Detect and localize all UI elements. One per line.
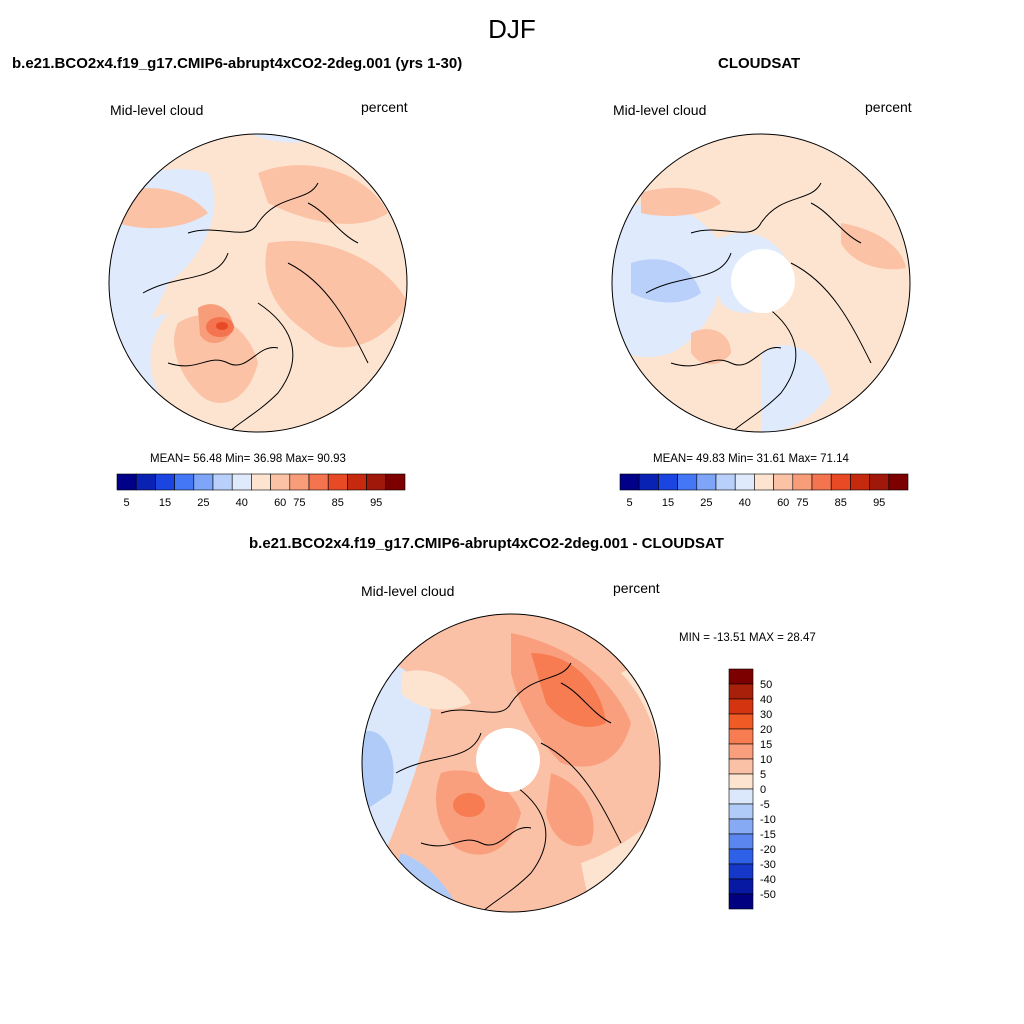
left-colorbar-box [289, 473, 310, 491]
right-colorbar-box [638, 473, 659, 491]
diff-colorbar-box [728, 713, 754, 730]
diff-colorbar-label: 40 [760, 694, 772, 706]
left-panel-title: b.e21.BCO2x4.f19_g17.CMIP6-abrupt4xCO2-2… [12, 55, 463, 72]
diff-colorbar-box [728, 833, 754, 850]
left-colorbar-label: 5 [124, 497, 130, 509]
right-colorbar-label: 15 [662, 497, 674, 509]
diff-colorbar-label: -10 [760, 814, 776, 826]
left-colorbar-box [193, 473, 214, 491]
right-colorbar-label: 5 [627, 497, 633, 509]
diff-colorbar-label: -5 [760, 799, 770, 811]
left-colorbar-box [251, 473, 271, 491]
diff-colorbar-box [728, 818, 754, 835]
right-colorbar-box [811, 473, 832, 491]
right-colorbar-box [619, 473, 640, 491]
right-panel-variable-label: Mid-level cloud [613, 102, 707, 118]
diff-colorbar-label: -40 [760, 874, 776, 886]
diff-colorbar-box [728, 803, 754, 820]
right-panel-units-label: percent [865, 99, 912, 115]
right-colorbar-label: 60 [777, 497, 789, 509]
diff-colorbar-box [728, 863, 754, 880]
diff-colorbar-label: 20 [760, 724, 772, 736]
diff-panel-units-label: percent [613, 580, 660, 596]
right-colorbar-box [773, 473, 794, 491]
right-colorbar-box [754, 473, 774, 491]
right-colorbar-box [715, 473, 736, 491]
diff-colorbar-box [728, 893, 754, 910]
left-colorbar-label: 60 [274, 497, 286, 509]
diff-colorbar-box [728, 728, 754, 745]
diff-colorbar-box [728, 683, 754, 700]
diff-colorbar-label: 5 [760, 769, 766, 781]
diff-colorbar-box [728, 788, 754, 805]
right-colorbar-label: 95 [873, 497, 885, 509]
diff-colorbar-label: -20 [760, 844, 776, 856]
diff-colorbar-label: 15 [760, 739, 772, 751]
diff-colorbar-box [728, 878, 754, 895]
right-colorbar-label: 25 [700, 497, 712, 509]
right-colorbar-box [869, 473, 890, 491]
left-panel-units-label: percent [361, 99, 408, 115]
left-colorbar-label: 95 [370, 497, 382, 509]
right-colorbar-box [830, 473, 851, 491]
left-colorbar: 5 15 25 40 60 75 85 95 [116, 473, 406, 509]
right-colorbar-box [734, 473, 755, 491]
left-polar-map [108, 133, 408, 433]
season-title: DJF [488, 14, 536, 44]
left-panel-variable-label: Mid-level cloud [110, 102, 204, 118]
left-colorbar-box [327, 473, 348, 491]
left-panel-stats: MEAN= 56.48 Min= 36.98 Max= 90.93 [150, 453, 346, 465]
diff-colorbar-label: -15 [760, 829, 776, 841]
right-colorbar-box [677, 473, 698, 491]
left-colorbar-box [385, 473, 406, 491]
diff-colorbar-label: -30 [760, 859, 776, 871]
left-colorbar-box [366, 473, 387, 491]
right-colorbar-label: 40 [739, 497, 751, 509]
left-colorbar-label: 25 [197, 497, 209, 509]
right-colorbar-label: 85 [835, 497, 847, 509]
diff-colorbar-label: 50 [760, 679, 772, 691]
right-panel-stats: MEAN= 49.83 Min= 31.61 Max= 71.14 [653, 453, 849, 465]
diff-colorbar-label: 10 [760, 754, 772, 766]
diff-colorbar-label: -50 [760, 889, 776, 901]
left-colorbar-label: 15 [159, 497, 171, 509]
diff-colorbar-label: 0 [760, 784, 766, 796]
right-colorbar-label: 75 [796, 497, 808, 509]
left-colorbar-box [174, 473, 195, 491]
diff-polar-map [361, 613, 661, 913]
left-colorbar-box [155, 473, 175, 491]
left-colorbar-box [308, 473, 329, 491]
left-colorbar-box [347, 473, 367, 491]
diff-panel-minmax: MIN = -13.51 MAX = 28.47 [679, 632, 816, 644]
diff-colorbar-box [728, 758, 754, 775]
right-colorbar: 5 15 25 40 60 75 85 95 [619, 473, 909, 509]
left-colorbar-box [270, 473, 291, 491]
left-colorbar-box [135, 473, 156, 491]
right-colorbar-box [850, 473, 870, 491]
diff-panel-variable-label: Mid-level cloud [361, 583, 455, 599]
left-colorbar-label: 85 [332, 497, 344, 509]
diff-colorbar-box [728, 668, 754, 685]
right-colorbar-box [696, 473, 717, 491]
right-colorbar-box [888, 473, 909, 491]
right-colorbar-box [792, 473, 813, 491]
diff-colorbar-box [728, 848, 754, 865]
left-colorbar-label: 40 [236, 497, 248, 509]
diff-colorbar-label: 30 [760, 709, 772, 721]
diff-colorbar-box [728, 773, 754, 790]
diff-panel-title: b.e21.BCO2x4.f19_g17.CMIP6-abrupt4xCO2-2… [249, 535, 724, 552]
left-colorbar-label: 75 [293, 497, 305, 509]
right-polar-map [611, 133, 911, 433]
left-colorbar-box [212, 473, 233, 491]
diff-colorbar-box [728, 743, 754, 760]
left-colorbar-box [116, 473, 137, 491]
left-colorbar-box [231, 473, 252, 491]
diff-colorbar-box [728, 698, 754, 715]
right-panel-title: CLOUDSAT [718, 55, 801, 72]
right-colorbar-box [658, 473, 678, 491]
